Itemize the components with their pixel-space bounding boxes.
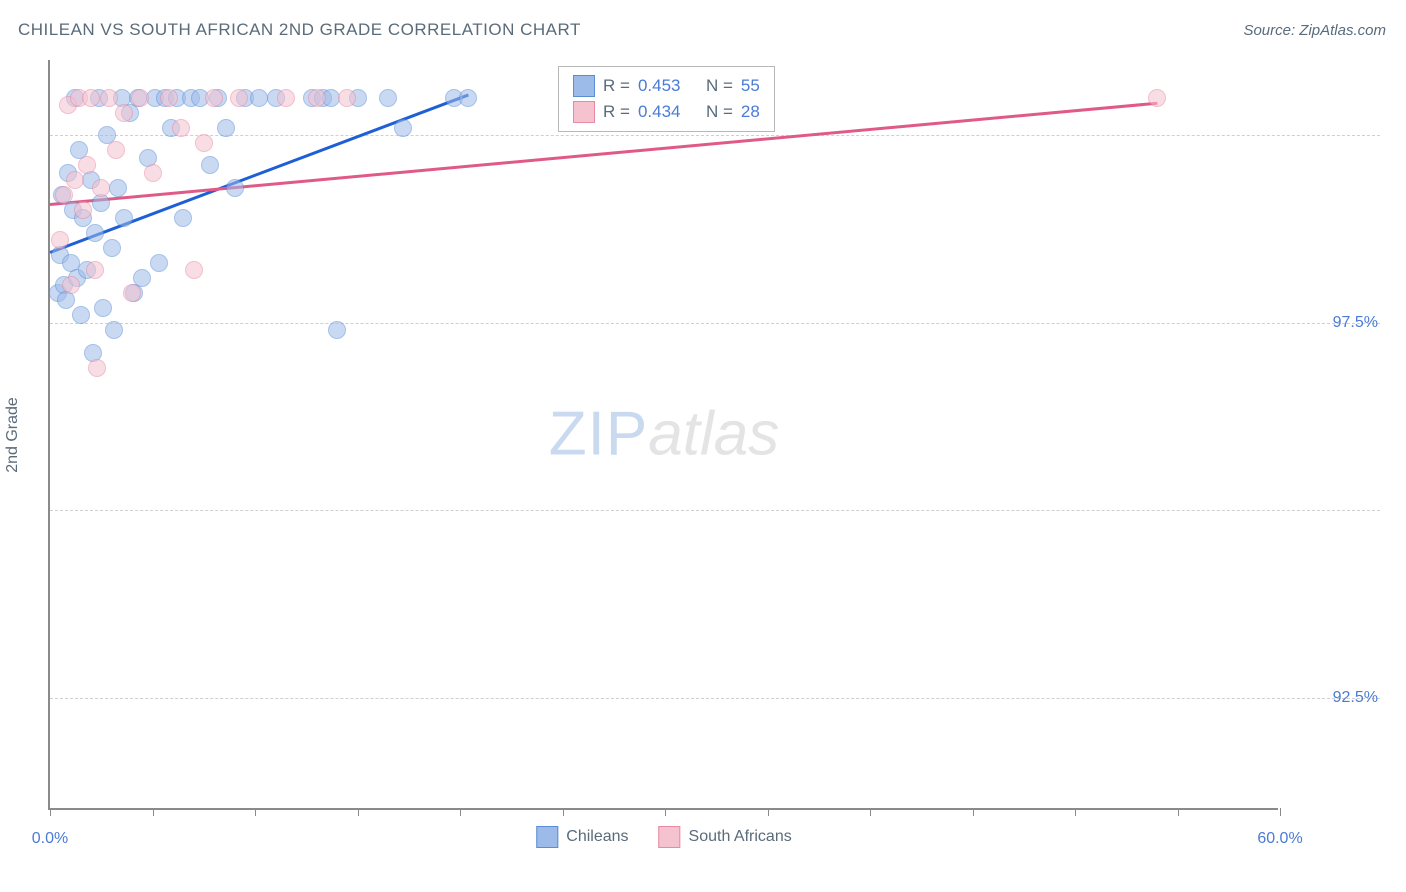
- legend-swatch: [573, 101, 595, 123]
- data-point: [250, 89, 268, 107]
- data-point: [185, 261, 203, 279]
- x-tick: [870, 808, 871, 816]
- series-legend: Chileans South Africans: [536, 826, 791, 848]
- legend-label: South Africans: [689, 828, 792, 846]
- legend-row: R =0.434 N =28: [573, 99, 760, 125]
- data-point: [144, 164, 162, 182]
- legend-swatch: [536, 826, 558, 848]
- data-point: [115, 209, 133, 227]
- data-point: [86, 224, 104, 242]
- x-tick-label: 60.0%: [1257, 830, 1302, 848]
- legend-label: Chileans: [566, 828, 628, 846]
- data-point: [172, 119, 190, 137]
- data-point: [92, 179, 110, 197]
- legend-item: South Africans: [659, 826, 792, 848]
- data-point: [226, 179, 244, 197]
- x-tick: [1280, 808, 1281, 816]
- data-point: [72, 306, 90, 324]
- x-tick: [665, 808, 666, 816]
- data-point: [51, 231, 69, 249]
- data-point: [195, 134, 213, 152]
- gridline: [50, 698, 1380, 699]
- data-point: [205, 89, 223, 107]
- data-point: [62, 276, 80, 294]
- y-axis-label: 2nd Grade: [4, 397, 22, 473]
- x-tick: [1178, 808, 1179, 816]
- y-tick-label: 97.5%: [1288, 314, 1378, 332]
- watermark: ZIPatlas: [549, 399, 779, 470]
- x-tick: [1075, 808, 1076, 816]
- trend-line: [50, 94, 469, 254]
- data-point: [328, 321, 346, 339]
- data-point: [66, 171, 84, 189]
- data-point: [150, 254, 168, 272]
- gridline: [50, 135, 1380, 136]
- data-point: [123, 284, 141, 302]
- data-point: [217, 119, 235, 137]
- y-tick-label: 92.5%: [1288, 689, 1378, 707]
- data-point: [277, 89, 295, 107]
- data-point: [394, 119, 412, 137]
- data-point: [160, 89, 178, 107]
- data-point: [115, 104, 133, 122]
- data-point: [1148, 89, 1166, 107]
- chart-title: CHILEAN VS SOUTH AFRICAN 2ND GRADE CORRE…: [18, 20, 581, 40]
- x-tick: [563, 808, 564, 816]
- x-tick: [255, 808, 256, 816]
- data-point: [74, 201, 92, 219]
- data-point: [86, 261, 104, 279]
- legend-item: Chileans: [536, 826, 628, 848]
- data-point: [55, 186, 73, 204]
- data-point: [338, 89, 356, 107]
- data-point: [82, 89, 100, 107]
- data-point: [78, 156, 96, 174]
- data-point: [109, 179, 127, 197]
- data-point: [201, 156, 219, 174]
- x-tick: [768, 808, 769, 816]
- legend-swatch: [573, 75, 595, 97]
- data-point: [308, 89, 326, 107]
- legend-swatch: [659, 826, 681, 848]
- data-point: [459, 89, 477, 107]
- scatter-plot: ZIPatlas 92.5%97.5%0.0%60.0%R =0.453 N =…: [48, 60, 1278, 810]
- gridline: [50, 323, 1380, 324]
- data-point: [379, 89, 397, 107]
- data-point: [103, 239, 121, 257]
- legend-row: R =0.453 N =55: [573, 73, 760, 99]
- data-point: [107, 141, 125, 159]
- data-point: [105, 321, 123, 339]
- data-point: [100, 89, 118, 107]
- data-point: [88, 359, 106, 377]
- x-tick: [358, 808, 359, 816]
- data-point: [131, 89, 149, 107]
- gridline: [50, 510, 1380, 511]
- data-point: [230, 89, 248, 107]
- chart-area: 2nd Grade ZIPatlas 92.5%97.5%0.0%60.0%R …: [48, 60, 1378, 810]
- x-tick: [153, 808, 154, 816]
- data-point: [94, 299, 112, 317]
- x-tick-label: 0.0%: [32, 830, 68, 848]
- x-tick: [973, 808, 974, 816]
- header: CHILEAN VS SOUTH AFRICAN 2ND GRADE CORRE…: [18, 20, 1386, 40]
- source-attribution: Source: ZipAtlas.com: [1243, 22, 1386, 39]
- correlation-legend: R =0.453 N =55R =0.434 N =28: [558, 66, 775, 132]
- x-tick: [50, 808, 51, 816]
- x-tick: [460, 808, 461, 816]
- data-point: [174, 209, 192, 227]
